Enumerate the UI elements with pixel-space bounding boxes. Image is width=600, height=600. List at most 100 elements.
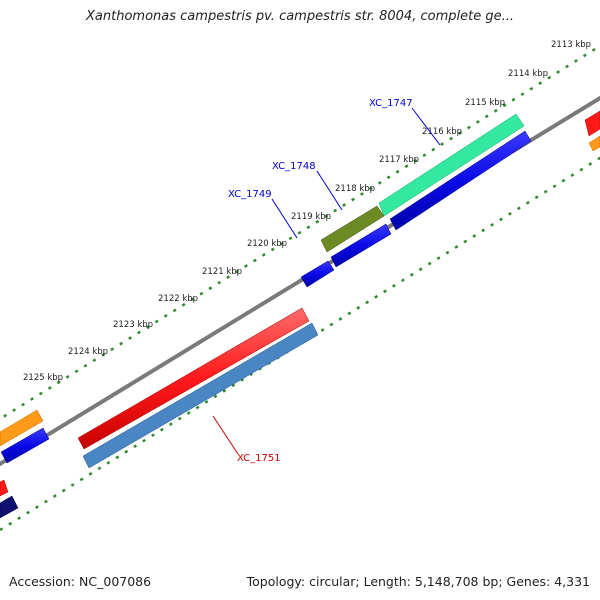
outer-ruler-dash-61 [538,81,543,85]
tick-label-2124: 2124 kbp [68,347,108,357]
inner-ruler-dash-1 [8,521,13,526]
tick-label-2123: 2123 kbp [113,320,153,330]
outer-ruler-dash-54 [475,120,480,124]
accession-label: Accession: [9,574,76,589]
inner-ruler-dash-52 [463,239,468,244]
outer-ruler-dash-67 [591,48,596,52]
outer-ruler-dash-52 [458,131,462,135]
outer-ruler-dash-22 [190,297,195,302]
inner-ruler-dash-18 [159,427,164,432]
accession-value: NC_007086 [79,574,152,589]
outer-ruler-dash-48 [422,153,427,158]
gene-arrow-partial-red-top-right[interactable] [584,110,600,137]
outer-ruler-dash-56 [493,108,498,113]
inner-ruler-dash-3 [26,510,30,515]
outer-ruler-dash-44 [386,175,391,180]
gene-arrow-steelblue[interactable] [82,322,319,469]
inner-ruler-dash-64 [570,173,575,177]
inner-ruler-dash-28 [249,372,254,377]
inner-ruler-dash-40 [356,306,361,310]
gene-label-xc1748[interactable]: XC_1748 [272,161,316,172]
tick-label-2113: 2113 kbp [551,40,591,50]
gene-arrow-partial-navy-left[interactable] [0,495,19,519]
tick-label-2114: 2114 kbp [508,69,548,79]
gene-label-xc1749[interactable]: XC_1749 [228,189,272,200]
outer-ruler-dash-60 [529,86,534,91]
outer-ruler-dash-41 [359,192,364,196]
inner-ruler-dash-47 [418,267,423,272]
gene-arrow-blue-xc1749[interactable] [300,260,335,288]
outer-ruler-dash-58 [511,97,516,102]
inner-ruler-dash-51 [454,245,459,249]
inner-ruler-dash-46 [409,272,414,277]
inner-ruler-dash-48 [427,261,432,266]
outer-ruler-dash-25 [217,280,222,285]
inner-ruler-dash-66 [588,162,593,166]
tick-label-2121: 2121 kbp [202,267,242,277]
inner-ruler-dash-38 [338,317,343,321]
inner-ruler-dash-11 [97,466,102,471]
inner-ruler-dash-19 [168,422,173,426]
gene-arrow-partial-orange-top-right[interactable] [588,135,600,152]
inner-ruler-dash-8 [70,483,75,487]
inner-ruler-dash-59 [525,200,530,205]
tick-label-2117: 2117 kbp [379,155,419,165]
gene-arrow-partial-blue-left[interactable] [0,427,50,464]
inner-ruler-dash-12 [106,460,111,465]
outer-ruler-dash-23 [199,291,204,296]
gene-arrow-blue-under-xc1747[interactable] [389,130,532,231]
map-title: Xanthomonas campestris pv. campestris st… [86,9,514,24]
inner-ruler-dash-54 [481,228,486,233]
gene-arrow-xc1751[interactable] [77,307,310,450]
gene-arrow-blue-under-xc1748[interactable] [330,223,392,268]
outer-ruler-dash-12 [101,352,106,357]
gene-arrow-partial-red-left[interactable] [0,479,9,497]
tick-label-2122: 2122 kbp [158,294,198,304]
inner-ruler-dash-45 [400,278,405,283]
leader-line-xc1748 [316,170,343,211]
inner-ruler-dash-63 [561,178,566,183]
outer-ruler-dash-51 [449,136,454,141]
outer-ruler-dash-24 [208,286,213,291]
inner-ruler-dash-14 [124,449,129,454]
inner-ruler-dash-61 [543,189,548,194]
gene-label-xc1751[interactable]: XC_1751 [237,453,281,464]
outer-ruler-dash-17 [145,325,150,329]
gene-labels: XC_1747 XC_1748 XC_1749 XC_1751 [228,98,413,464]
inner-ruler-dash-41 [365,300,370,305]
outer-ruler-dash-20 [172,308,177,313]
outer-ruler-dash-18 [154,319,159,324]
outer-ruler-dash-40 [351,197,355,202]
inner-ruler-dash-67 [597,156,600,161]
outer-ruler-dash-7 [56,380,61,385]
gene-label-leaders [212,107,441,455]
leader-line-xc1747 [411,107,441,146]
outer-ruler-dash-10 [83,363,88,368]
gene-arrow-partial-orange-left[interactable] [0,409,44,447]
inner-ruler-dash-7 [61,488,66,493]
outer-ruler-dash-14 [119,341,124,346]
inner-ruler-dash-2 [17,516,22,520]
gene-arrow-xc1748[interactable] [320,205,385,253]
outer-ruler-dash-4 [30,397,34,401]
inner-ruler-dash-36 [320,328,325,332]
inner-ruler-dash-17 [151,433,155,437]
gene-arrow-xc1747[interactable] [378,113,525,217]
outer-ruler-dash-21 [181,302,186,307]
outer-ruler-dash-53 [467,125,471,130]
inner-ruler-dash-15 [133,444,138,449]
inner-ruler-dash-24 [213,394,218,399]
outer-ruler-dash-43 [377,181,382,185]
outer-ruler-dash-42 [368,186,373,191]
outer-ruler-dash-55 [484,114,489,119]
inner-ruler-dash-42 [374,294,379,299]
inner-ruler-dash-56 [499,217,503,222]
gene-label-xc1747[interactable]: XC_1747 [369,98,413,109]
outer-ruler-dash-37 [324,214,329,218]
inner-ruler-dash-5 [43,499,48,504]
accession-info: Accession: NC_007086 [9,574,151,589]
inner-ruler-dash-6 [52,494,57,498]
inner-ruler-dash-60 [534,195,539,200]
outer-ruler-dash-8 [65,375,70,379]
